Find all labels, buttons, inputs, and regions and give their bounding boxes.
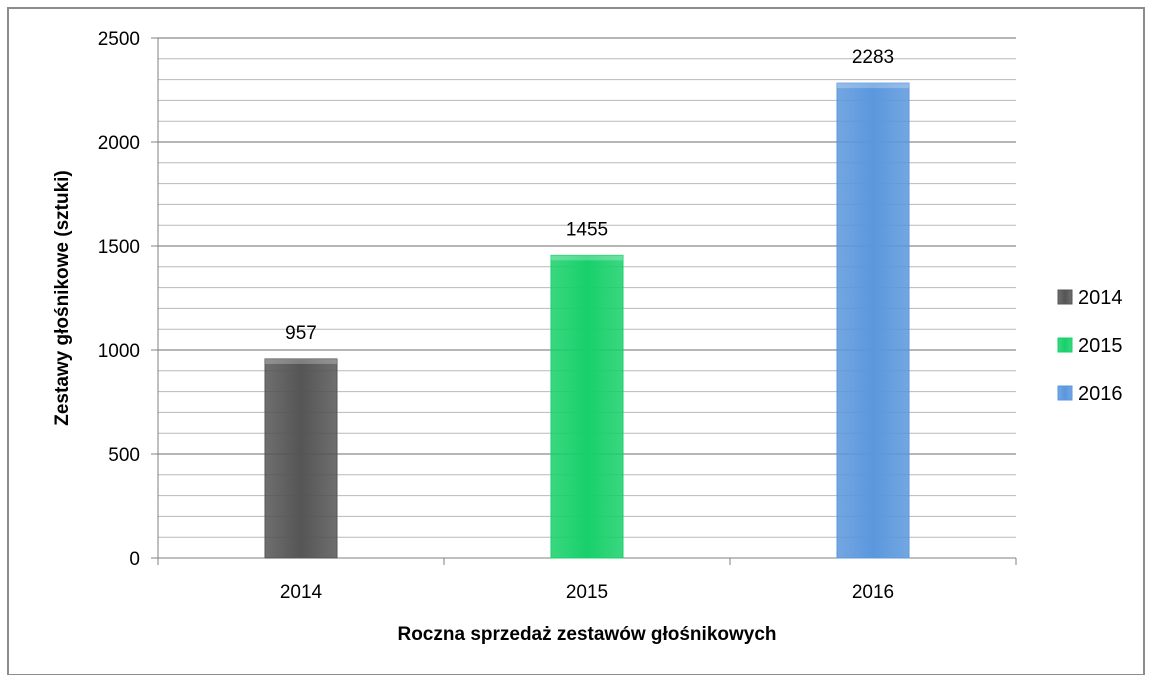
bar-bevel [551,255,623,261]
legend-label-2014: 2014 [1078,287,1123,309]
legend-label-2015: 2015 [1078,335,1123,357]
y-tick-label: 0 [129,549,140,570]
y-axis-title: Zestawy głośnikowe (sztuki) [52,170,73,426]
legend: 2014 2015 2016 [1057,287,1123,405]
x-tick-label-2016: 2016 [852,582,894,603]
data-label-2016: 2283 [852,47,894,68]
data-labels: 957 1455 2283 [285,47,894,344]
bars [264,82,910,559]
bar-bevel [265,358,337,364]
legend-swatch-2015 [1057,337,1073,353]
x-tick-label-2015: 2015 [566,582,608,603]
chart-border [7,7,1145,675]
legend-label-2016: 2016 [1078,383,1123,405]
bar-2015 [550,254,624,559]
y-tick-label: 2000 [98,133,140,154]
y-tick-label: 500 [108,445,140,466]
x-tick-labels: 2014 2015 2016 [280,582,894,603]
x-axis-title: Roczna sprzedaż zestawów głośnikowych [397,624,776,645]
y-tick-labels: 0 500 1000 1500 2000 2500 [98,29,140,570]
legend-swatch-2014 [1057,289,1073,305]
y-tick-label: 1000 [98,341,140,362]
bar-bevel [837,83,909,89]
data-label-2015: 1455 [566,219,608,240]
y-tick-label: 1500 [98,237,140,258]
x-tick-label-2014: 2014 [280,582,323,603]
data-label-2014: 957 [285,323,317,344]
y-tick-label: 2500 [98,29,140,50]
legend-swatch-2016 [1057,385,1073,401]
bar-2016 [836,82,910,559]
bar-2014 [264,358,338,559]
